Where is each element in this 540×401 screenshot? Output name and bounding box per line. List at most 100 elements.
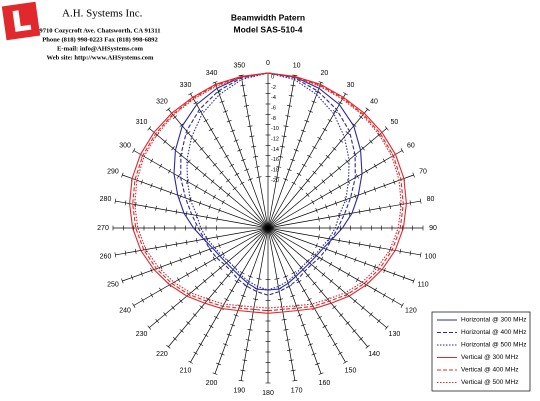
spoke bbox=[149, 128, 269, 229]
r-tick bbox=[160, 186, 163, 192]
r-tick bbox=[238, 74, 244, 77]
r-tick bbox=[364, 168, 368, 174]
r-tick bbox=[239, 271, 245, 275]
series-line bbox=[134, 72, 402, 309]
r-tick bbox=[188, 360, 193, 364]
r-tick bbox=[179, 298, 183, 304]
r-tick bbox=[319, 162, 324, 167]
r-tick bbox=[320, 194, 324, 200]
r-tick bbox=[219, 145, 224, 149]
r-tick bbox=[297, 314, 303, 317]
r-tick-label: -16 bbox=[271, 157, 279, 163]
angle-label: 100 bbox=[425, 253, 437, 260]
r-tick bbox=[365, 344, 370, 349]
r-tick bbox=[216, 234, 218, 240]
r-tick bbox=[369, 207, 371, 213]
angle-label: 300 bbox=[119, 142, 131, 149]
spoke bbox=[267, 227, 414, 282]
spoke bbox=[267, 227, 387, 328]
r-tick bbox=[304, 333, 310, 336]
r-tick bbox=[252, 298, 258, 300]
r-tick bbox=[243, 105, 249, 107]
r-tick bbox=[169, 260, 173, 266]
r-tick bbox=[305, 273, 310, 278]
angle-label: 350 bbox=[234, 62, 246, 69]
r-tick bbox=[203, 189, 207, 195]
r-tick bbox=[337, 166, 342, 171]
legend-label: Horizontal @ 300 MHz bbox=[461, 317, 526, 324]
r-tick bbox=[412, 278, 415, 284]
r-tick bbox=[233, 139, 239, 142]
r-tick bbox=[285, 115, 291, 117]
r-tick bbox=[311, 353, 317, 356]
r-tick bbox=[219, 353, 225, 356]
r-tick bbox=[419, 252, 422, 258]
r-tick bbox=[361, 146, 365, 151]
r-tick bbox=[338, 184, 342, 189]
address: 9710 Cozycroft Ave. Chatsworth, CA 91311 bbox=[39, 28, 160, 35]
r-tick bbox=[189, 197, 192, 203]
r-tick bbox=[179, 193, 182, 199]
r-tick bbox=[311, 199, 315, 205]
spoke bbox=[122, 227, 269, 282]
r-tick bbox=[234, 172, 240, 176]
angle-label: 240 bbox=[119, 307, 131, 314]
series-line bbox=[129, 72, 407, 314]
r-tick bbox=[165, 243, 167, 249]
r-tick-label: -8 bbox=[271, 116, 276, 122]
spoke bbox=[267, 128, 387, 229]
r-tick bbox=[338, 267, 342, 272]
angle-label: 270 bbox=[97, 225, 109, 232]
spoke bbox=[267, 227, 296, 381]
angle-label: 160 bbox=[319, 380, 331, 387]
r-tick bbox=[192, 313, 198, 317]
r-tick bbox=[254, 166, 260, 168]
r-tick bbox=[409, 200, 412, 206]
r-tick bbox=[305, 178, 310, 183]
r-tick bbox=[252, 156, 258, 158]
r-tick bbox=[214, 315, 219, 319]
r-tick-label: -10 bbox=[271, 126, 279, 132]
legend-label: Horizontal @ 500 MHz bbox=[461, 342, 526, 349]
r-tick bbox=[347, 272, 351, 277]
r-tick bbox=[221, 251, 225, 257]
r-tick bbox=[208, 324, 214, 328]
spoke bbox=[168, 227, 269, 347]
r-tick bbox=[307, 298, 312, 302]
r-tick bbox=[185, 211, 188, 217]
r-tick bbox=[163, 139, 167, 144]
r-tick bbox=[328, 214, 330, 220]
r-tick bbox=[239, 181, 245, 185]
r-tick bbox=[313, 186, 318, 191]
r-tick bbox=[147, 126, 152, 131]
r-tick bbox=[290, 294, 296, 298]
r-tick bbox=[232, 186, 237, 191]
r-tick bbox=[145, 203, 147, 209]
r-tick bbox=[305, 192, 310, 197]
angle-label: 130 bbox=[389, 331, 401, 338]
r-tick bbox=[286, 168, 292, 171]
r-tick bbox=[292, 74, 298, 77]
spoke bbox=[267, 82, 322, 229]
r-tick bbox=[179, 257, 182, 263]
r-tick bbox=[400, 148, 404, 153]
r-tick bbox=[345, 321, 350, 325]
r-tick bbox=[251, 145, 257, 148]
angle-label: 80 bbox=[427, 196, 435, 203]
r-tick bbox=[193, 351, 198, 355]
spoke bbox=[267, 227, 368, 347]
spoke bbox=[240, 227, 269, 381]
spoke bbox=[214, 227, 269, 374]
angle-label: 310 bbox=[136, 119, 148, 126]
r-tick bbox=[287, 105, 293, 107]
r-tick bbox=[150, 158, 154, 164]
spoke bbox=[267, 227, 346, 363]
r-tick bbox=[226, 333, 232, 336]
r-tick-label: -18 bbox=[271, 167, 279, 173]
r-tick bbox=[343, 360, 348, 364]
r-tick bbox=[290, 84, 296, 87]
r-tick bbox=[285, 339, 291, 341]
r-tick bbox=[369, 243, 371, 249]
r-tick bbox=[226, 120, 232, 123]
r-tick bbox=[334, 250, 338, 256]
